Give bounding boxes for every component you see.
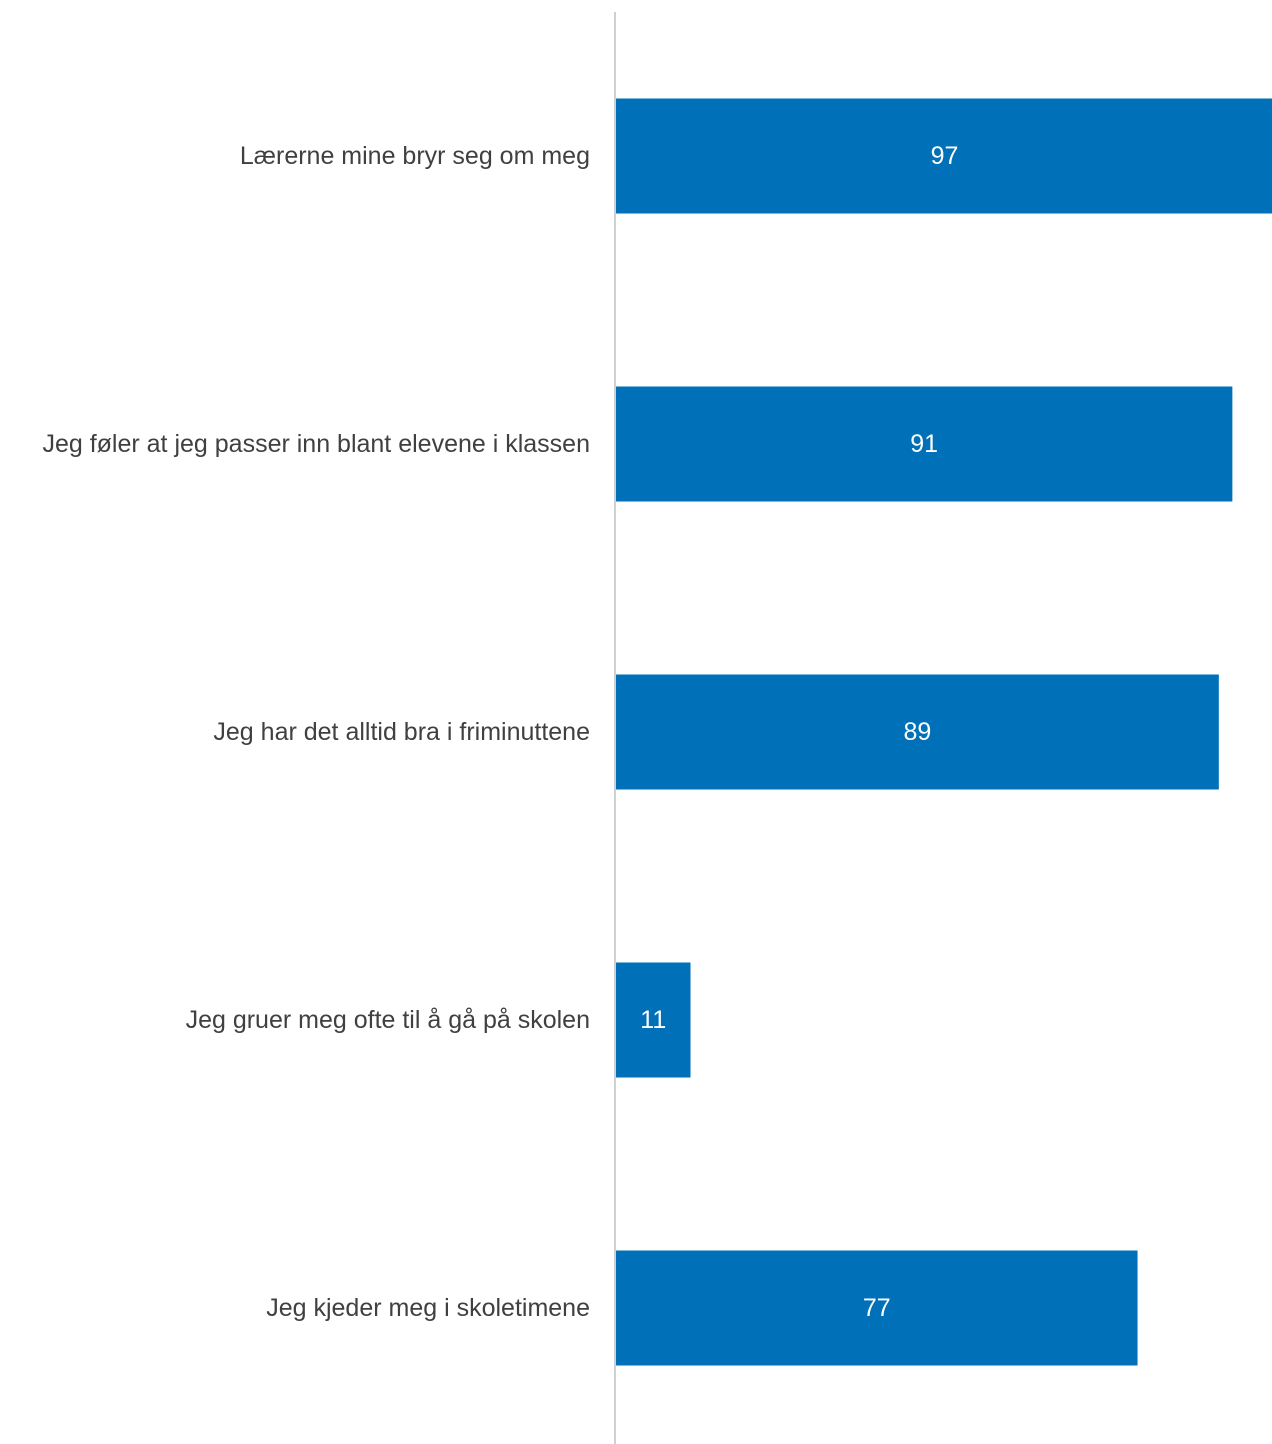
bar-2 [616, 386, 1233, 502]
category-label-1: Lærerne mine bryr seg om meg [240, 142, 590, 170]
bar-4 [616, 962, 691, 1078]
bars-group [616, 98, 1272, 1366]
value-label-4: 11 [640, 1006, 666, 1034]
category-label-3: Jeg har det alltid bra i friminuttene [213, 718, 590, 746]
value-label-1: 97 [931, 142, 959, 170]
value-label-5: 77 [863, 1294, 891, 1322]
value-labels-group: 97 91 89 11 77 [640, 142, 958, 1322]
category-labels-group: Lærerne mine bryr seg om meg Jeg føler at… [42, 142, 590, 1322]
category-label-5: Jeg kjeder meg i skoletimene [266, 1294, 590, 1322]
category-label-2: Jeg føler at jeg passer inn blant eleven… [42, 430, 590, 458]
bar-1 [616, 98, 1272, 214]
value-label-3: 89 [904, 718, 932, 746]
bar-3 [616, 674, 1219, 790]
bar-5 [616, 1250, 1138, 1366]
category-label-4: Jeg gruer meg ofte til å gå på skolen [186, 1006, 590, 1034]
value-label-2: 91 [910, 430, 938, 458]
